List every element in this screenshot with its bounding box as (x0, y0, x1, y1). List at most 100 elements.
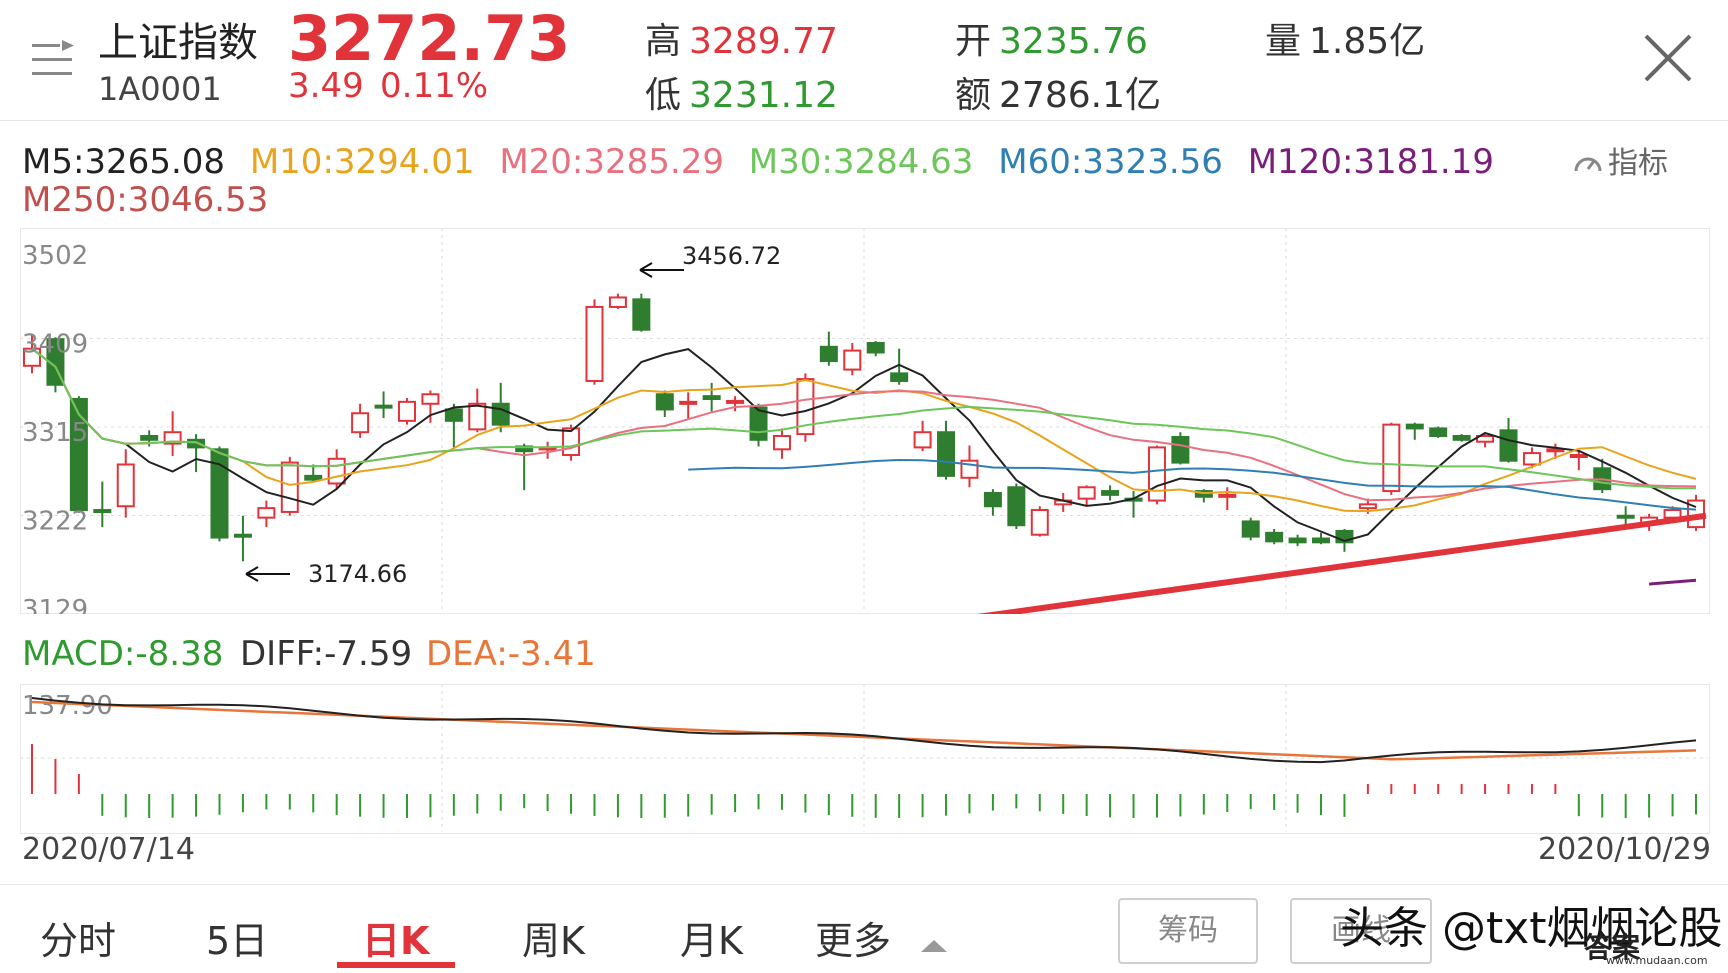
candle (351, 403, 370, 438)
tab-monthly-k[interactable]: 月K (680, 919, 743, 963)
candle-body (1569, 453, 1588, 458)
candle-body (421, 393, 440, 405)
candle-body (655, 393, 674, 411)
draw-line-button[interactable]: 画线 (1290, 898, 1432, 964)
open-label: 开 (955, 21, 992, 62)
candle (233, 515, 252, 562)
caret-up-icon (921, 940, 948, 952)
candle-body (608, 296, 627, 308)
candle-body (1499, 429, 1518, 462)
ma60-label: M60:3323.56 (998, 142, 1223, 182)
candle-body (140, 435, 159, 441)
ma-legend-row2: M250:3046.53 (22, 180, 268, 220)
low-label: 低 (645, 75, 682, 116)
candle-body (69, 398, 88, 512)
candle-body (116, 463, 135, 508)
candle (93, 481, 112, 528)
price-change: 3.49 (288, 66, 364, 106)
kline-chart[interactable]: 3502 3409 3315 3222 3129 3456.72 3174.66 (20, 228, 1710, 614)
price-axis-label: 3315 (22, 418, 88, 448)
candle-body (819, 345, 838, 363)
candle-body (187, 438, 206, 449)
candle-body (679, 400, 698, 405)
candle (1077, 485, 1096, 507)
macd-chart[interactable]: 137.90 (20, 684, 1710, 834)
watermark-text: 头条 @txt烟烟论股 (1340, 903, 1723, 954)
candle (608, 293, 627, 309)
candle (1007, 483, 1026, 530)
candle (187, 434, 206, 473)
candle (1030, 506, 1049, 537)
candle (772, 428, 791, 459)
candle (1288, 534, 1307, 547)
low-stat: 低 3231.12 (645, 66, 838, 118)
high-stat: 高 3289.77 (645, 12, 838, 64)
candle (163, 411, 182, 456)
candle (1452, 434, 1471, 442)
candle-body (1007, 486, 1026, 527)
candle-body (1030, 509, 1049, 536)
candle-body (210, 448, 229, 539)
candle-body (585, 305, 604, 382)
candle (655, 390, 674, 418)
candle-body (772, 435, 791, 451)
candle-body (351, 412, 370, 434)
volume-stat: 量 1.85亿 (1265, 12, 1425, 64)
candle (796, 373, 815, 442)
ma10-line (31, 347, 1697, 513)
tab-5day[interactable]: 5日 (206, 919, 269, 963)
tab-daily-k[interactable]: 日K (362, 919, 430, 963)
candle-body (1218, 493, 1237, 498)
ma120-line (1649, 578, 1697, 586)
candle (890, 348, 909, 385)
candle (937, 420, 956, 480)
candle-body (1522, 452, 1541, 466)
candle-body (1476, 435, 1495, 443)
candle-body (468, 402, 487, 431)
candle (1194, 489, 1213, 503)
candle (515, 443, 534, 491)
candle (983, 489, 1002, 516)
open-value: 3235.76 (999, 21, 1148, 62)
trough-annotation: 3174.66 (308, 560, 407, 588)
candle (1546, 443, 1565, 459)
period-tabbar (0, 884, 1728, 973)
diff-line (31, 697, 1697, 764)
candle (444, 403, 463, 448)
amount-value: 2786.1亿 (999, 75, 1161, 116)
amount-stat: 额 2786.1亿 (955, 66, 1161, 118)
current-price: 3272.73 (288, 2, 571, 75)
candle (397, 398, 416, 425)
tab-intraday[interactable]: 分时 (40, 919, 117, 963)
candle (1476, 434, 1495, 448)
price-axis-label: 3409 (22, 330, 88, 360)
menu-icon[interactable] (30, 38, 76, 82)
stock-name: 上证指数 (98, 20, 258, 66)
candle (632, 293, 651, 332)
tab-more[interactable]: 更多 (815, 910, 948, 965)
gauge-icon (1574, 157, 1602, 171)
ma30-line (31, 347, 1697, 490)
price-change-pct: 0.11% (380, 66, 489, 106)
tab-weekly-k[interactable]: 周K (522, 919, 585, 963)
dea-value: DEA:-3.41 (426, 634, 596, 674)
candle-body (937, 431, 956, 477)
candle-body (913, 431, 932, 449)
indicator-button[interactable]: 指标 (1572, 138, 1668, 182)
candle (960, 445, 979, 488)
candle-body (491, 402, 510, 426)
candle-body (1616, 514, 1635, 519)
low-value: 3231.12 (689, 75, 838, 116)
watermark-logo: 答案 (1584, 931, 1641, 964)
chips-button[interactable]: 筹码 (1118, 898, 1258, 964)
close-icon[interactable] (1640, 30, 1696, 86)
candle (1218, 487, 1237, 511)
candle (1101, 485, 1120, 501)
ma60-line (688, 458, 1697, 511)
candle-body (1546, 448, 1565, 453)
quote-header (0, 0, 1728, 121)
candle-body (1077, 486, 1096, 500)
candle (1429, 426, 1448, 438)
date-start: 2020/07/14 (22, 832, 195, 867)
price-axis-label: 3129 (22, 595, 88, 614)
